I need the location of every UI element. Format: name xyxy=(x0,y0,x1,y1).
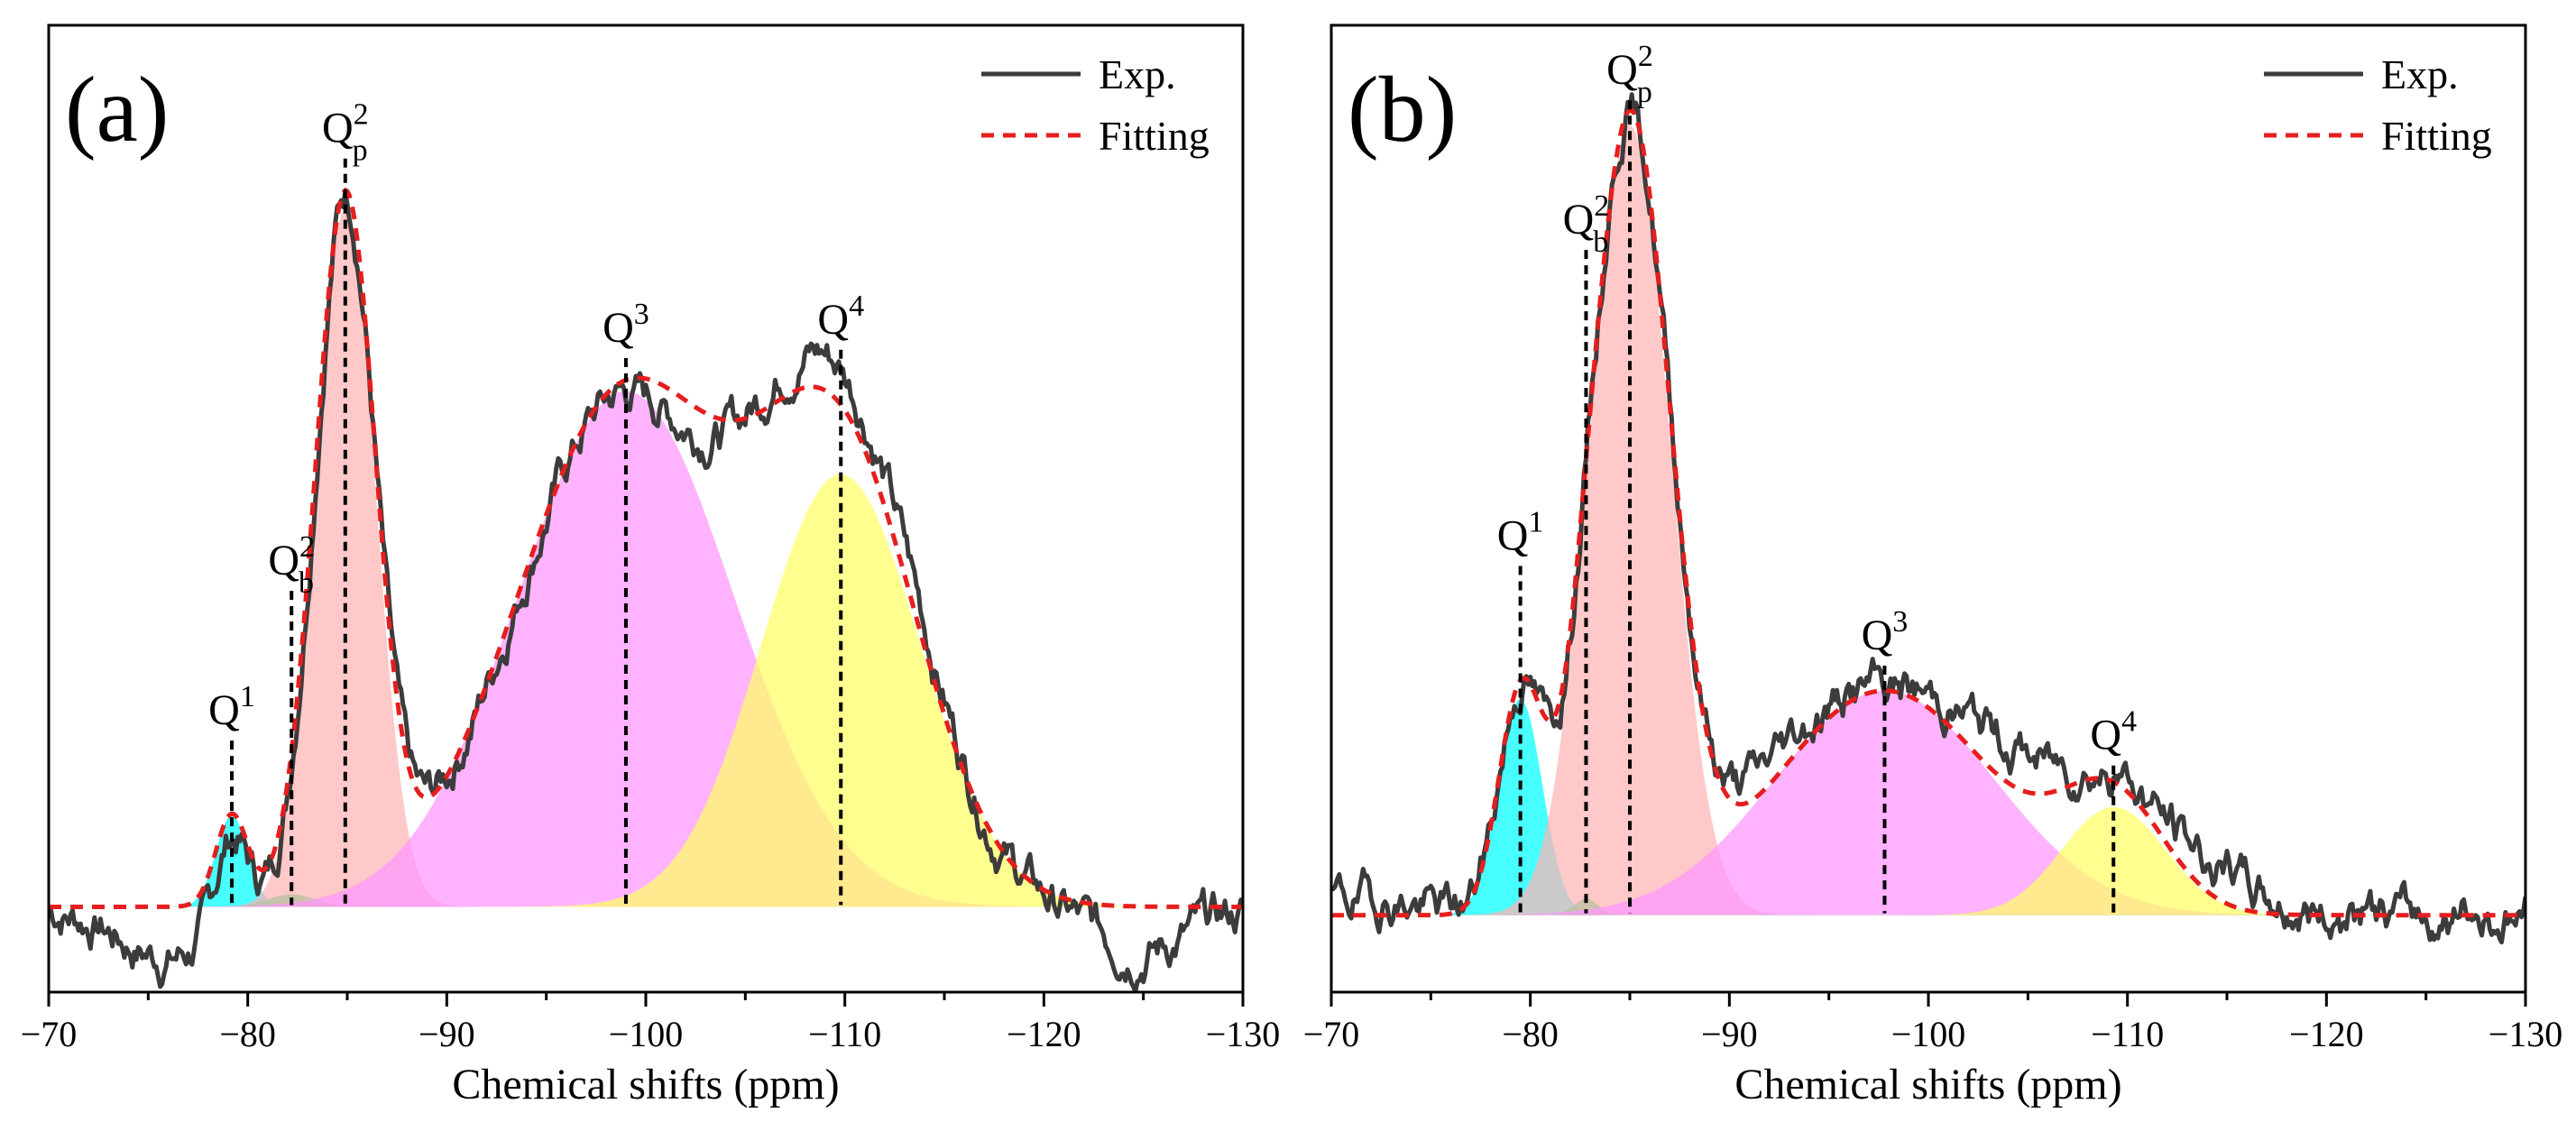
component-Q4-area xyxy=(49,474,1243,907)
x-tick-label: −80 xyxy=(1502,1014,1559,1054)
peak-label-Q1: Q1 xyxy=(1497,505,1544,559)
peak-label-Q3: Q3 xyxy=(1862,605,1909,659)
component-Q3-area xyxy=(1331,690,2525,915)
x-tick-label: −70 xyxy=(21,1014,78,1054)
panel-label: (a) xyxy=(65,58,169,161)
panel-label: (b) xyxy=(1348,58,1457,161)
legend-label-0: Exp. xyxy=(1099,51,1176,97)
x-tick-label: −70 xyxy=(1303,1014,1360,1054)
panel-b-chart: Q1 Q2 b Q2 p Q3 Q4 −70 −80 −90 −100 −110 −120 −130 Che… xyxy=(1303,23,2563,1108)
peak-label-Q4: Q4 xyxy=(817,290,864,344)
legend-label-1: Fitting xyxy=(1099,113,1210,159)
x-tick-label: −90 xyxy=(419,1014,475,1054)
peak-label-Q2b: Q2 b xyxy=(1563,189,1610,259)
component-Q2p-area xyxy=(49,208,1243,907)
x-tick-label: −100 xyxy=(609,1014,684,1054)
component-Q3-area xyxy=(49,391,1243,907)
x-tick-label: −130 xyxy=(1206,1014,1281,1054)
x-tick-label: −110 xyxy=(808,1014,881,1054)
exp-series-line xyxy=(49,189,1243,992)
x-axis-label: Chemical shifts (ppm) xyxy=(1734,1061,2121,1108)
x-axis-label: Chemical shifts (ppm) xyxy=(452,1061,839,1108)
exp-series-line xyxy=(1331,92,2525,945)
x-tick-label: −120 xyxy=(2289,1014,2364,1054)
x-tick-label: −130 xyxy=(2489,1014,2563,1054)
peak-label-Q2p: Q2 p xyxy=(322,98,369,168)
peak-label-Q2p: Q2 p xyxy=(1606,40,1653,109)
x-tick-label: −100 xyxy=(1891,1014,1966,1054)
fitting-series-line xyxy=(49,187,1243,909)
peak-label-Q2b: Q2 b xyxy=(268,530,315,600)
x-tick-label: −120 xyxy=(1007,1014,1081,1054)
x-tick-label: −80 xyxy=(219,1014,276,1054)
peak-label-Q4: Q4 xyxy=(2090,705,2137,759)
x-tick-label: −90 xyxy=(1701,1014,1758,1054)
legend-label-0: Exp. xyxy=(2381,51,2459,97)
x-tick-label: −110 xyxy=(2091,1014,2164,1054)
plot-area xyxy=(49,187,1243,992)
legend-label-1: Fitting xyxy=(2381,113,2492,159)
peak-label-Q3: Q3 xyxy=(603,298,649,352)
panel-a-chart: Q1 Q2 b Q2 p Q3 Q4 −70 −80 −90 −100 −110 −120 −130 Che… xyxy=(21,23,1281,1108)
fitting-series-line xyxy=(1331,107,2525,918)
peak-label-Q1: Q1 xyxy=(208,680,255,734)
